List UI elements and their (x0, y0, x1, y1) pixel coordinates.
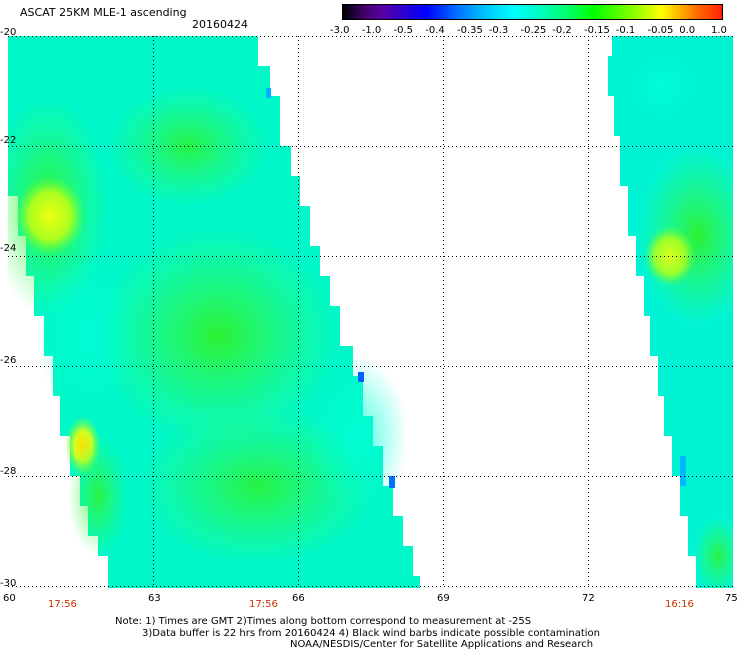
colorbar-tick-label: -3.0 (330, 25, 350, 36)
swath-time: 17:56 (249, 599, 278, 610)
lon-label: 66 (292, 593, 305, 604)
lon-label: 72 (582, 593, 595, 604)
lon-label: 69 (437, 593, 450, 604)
graticule (8, 36, 733, 588)
colorbar-tick-label: -0.05 (647, 25, 674, 36)
note-line-1: Note: 1) Times are GMT 2)Times along bot… (115, 616, 532, 627)
colorbar (342, 4, 723, 20)
left-swath (8, 36, 420, 588)
colorbar-tick-label: -0.15 (584, 25, 610, 36)
note-line-2: 3)Data buffer is 22 hrs from 20160424 4)… (142, 628, 600, 639)
lat-label: -30 (0, 578, 17, 589)
lon-label: 63 (148, 593, 161, 604)
colorbar-tick-label: -0.2 (552, 25, 572, 36)
lat-label: -20 (0, 27, 17, 38)
lat-label: -26 (0, 355, 17, 366)
swath-time: 17:56 (48, 599, 77, 610)
swath-time: 16:16 (665, 599, 694, 610)
colorbar-tick-label: -0.1 (615, 25, 636, 36)
colorbar-tick-label: -0.3 (488, 25, 509, 36)
colorbar-tick-label: -0.25 (520, 25, 547, 36)
wind-map (8, 36, 733, 588)
map-title: ASCAT 25KM MLE-1 ascending (20, 6, 187, 19)
note-line-3: NOAA/NESDIS/Center for Satellite Applica… (290, 639, 594, 650)
colorbar-tick-label: -0.4 (425, 25, 445, 36)
colorbar-tick-label: -0.5 (393, 25, 414, 36)
lon-label: 60 (3, 593, 16, 604)
colorbar-tick-label: 1.0 (711, 25, 727, 36)
colorbar-tick-label: -1.0 (361, 25, 382, 36)
colorbar-tick-label: 0.0 (679, 25, 696, 36)
lat-label: -24 (0, 243, 17, 254)
right-swath (608, 36, 733, 588)
lat-label: -22 (0, 135, 17, 146)
colorbar-tick-label: -0.35 (457, 25, 483, 36)
lon-label: 75 (725, 593, 738, 604)
map-date: 20160424 (192, 18, 248, 31)
lat-label: -28 (0, 466, 17, 477)
